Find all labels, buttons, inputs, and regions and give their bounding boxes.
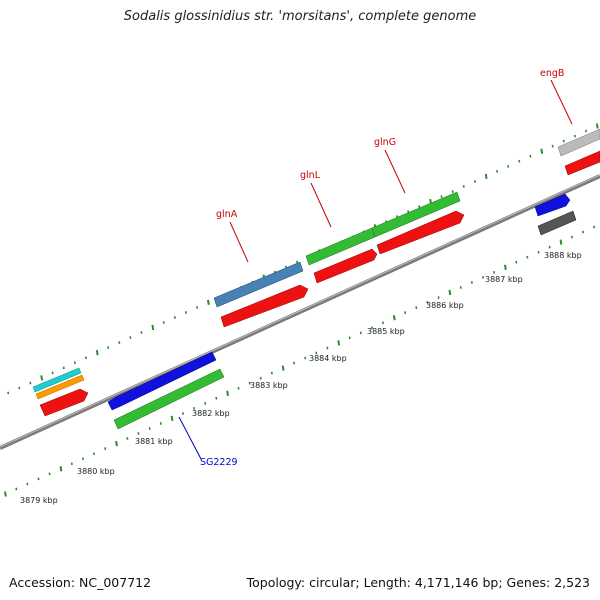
tick-mark [4, 491, 7, 497]
gene-labels: glnA glnL glnG engB SG2229 [200, 68, 564, 468]
tick-mark [392, 315, 396, 321]
upper-tick-row [7, 123, 599, 395]
cds-feature[interactable] [564, 150, 600, 176]
glng-feature[interactable] [371, 191, 461, 238]
glna-feature[interactable] [213, 261, 304, 308]
tick-mark [95, 350, 99, 356]
engb-leader [550, 79, 573, 125]
tick-mark [207, 299, 210, 305]
tick-labels: 3879 kbp 3880 kbp 3881 kbp 3882 kbp 3883… [20, 251, 582, 505]
gene-label-sg2229[interactable]: SG2229 [200, 457, 238, 468]
sg2229-leader [178, 416, 202, 460]
tick-label: 3887 kbp [485, 275, 523, 284]
glna-leader [229, 221, 249, 263]
tick-mark [281, 365, 285, 371]
cds-feature[interactable] [376, 210, 465, 255]
tick-mark [115, 440, 118, 447]
tick-mark [484, 173, 488, 180]
tick-mark [226, 390, 229, 396]
tick-label: 3884 kbp [309, 354, 347, 363]
gene-label-glnl[interactable]: glnL [300, 170, 321, 181]
gene-orange-feature[interactable] [35, 374, 85, 400]
gene-blue-feature[interactable] [534, 193, 571, 217]
gene-label-glng[interactable]: glnG [374, 137, 396, 148]
topology-text: Topology: circular; Length: 4,171,146 bp… [246, 575, 590, 590]
tick-mark [595, 123, 599, 129]
glng-leader [384, 149, 406, 194]
glnl-leader [310, 182, 332, 228]
tick-mark [59, 466, 63, 472]
tick-label: 3886 kbp [426, 301, 464, 310]
tick-mark [40, 375, 44, 381]
engb-feature[interactable] [557, 128, 600, 157]
tick-mark [151, 324, 155, 331]
gene-label-glna[interactable]: glnA [216, 209, 238, 220]
genome-backbone [0, 174, 600, 450]
tick-mark [448, 289, 452, 296]
cds-feature[interactable] [39, 388, 89, 417]
gene-cyan-feature[interactable] [32, 367, 82, 393]
tick-label: 3880 kbp [77, 467, 115, 476]
cds-feature[interactable] [313, 248, 378, 284]
tick-label: 3885 kbp [367, 327, 405, 336]
tick-label: 3888 kbp [544, 251, 582, 260]
tick-mark [337, 340, 341, 346]
gene-blue-feature[interactable] [107, 351, 217, 411]
tick-mark [170, 415, 174, 422]
tick-label: 3881 kbp [135, 437, 173, 446]
tick-mark [504, 264, 507, 270]
tick-label: 3883 kbp [250, 381, 288, 390]
gene-green-feature[interactable] [113, 368, 225, 430]
tick-mark [559, 239, 563, 245]
cds-feature[interactable] [220, 284, 309, 328]
tick-label: 3879 kbp [20, 496, 58, 505]
gene-label-engb[interactable]: engB [540, 68, 564, 79]
features [32, 79, 600, 460]
tick-mark [540, 148, 544, 154]
tick-label: 3882 kbp [192, 409, 230, 418]
map-title: Sodalis glossinidius str. 'morsitans', c… [123, 9, 477, 24]
gene-dark-feature[interactable] [537, 210, 577, 236]
accession-text: Accession: NC_007712 [9, 575, 152, 590]
lower-tick-row [4, 225, 596, 497]
